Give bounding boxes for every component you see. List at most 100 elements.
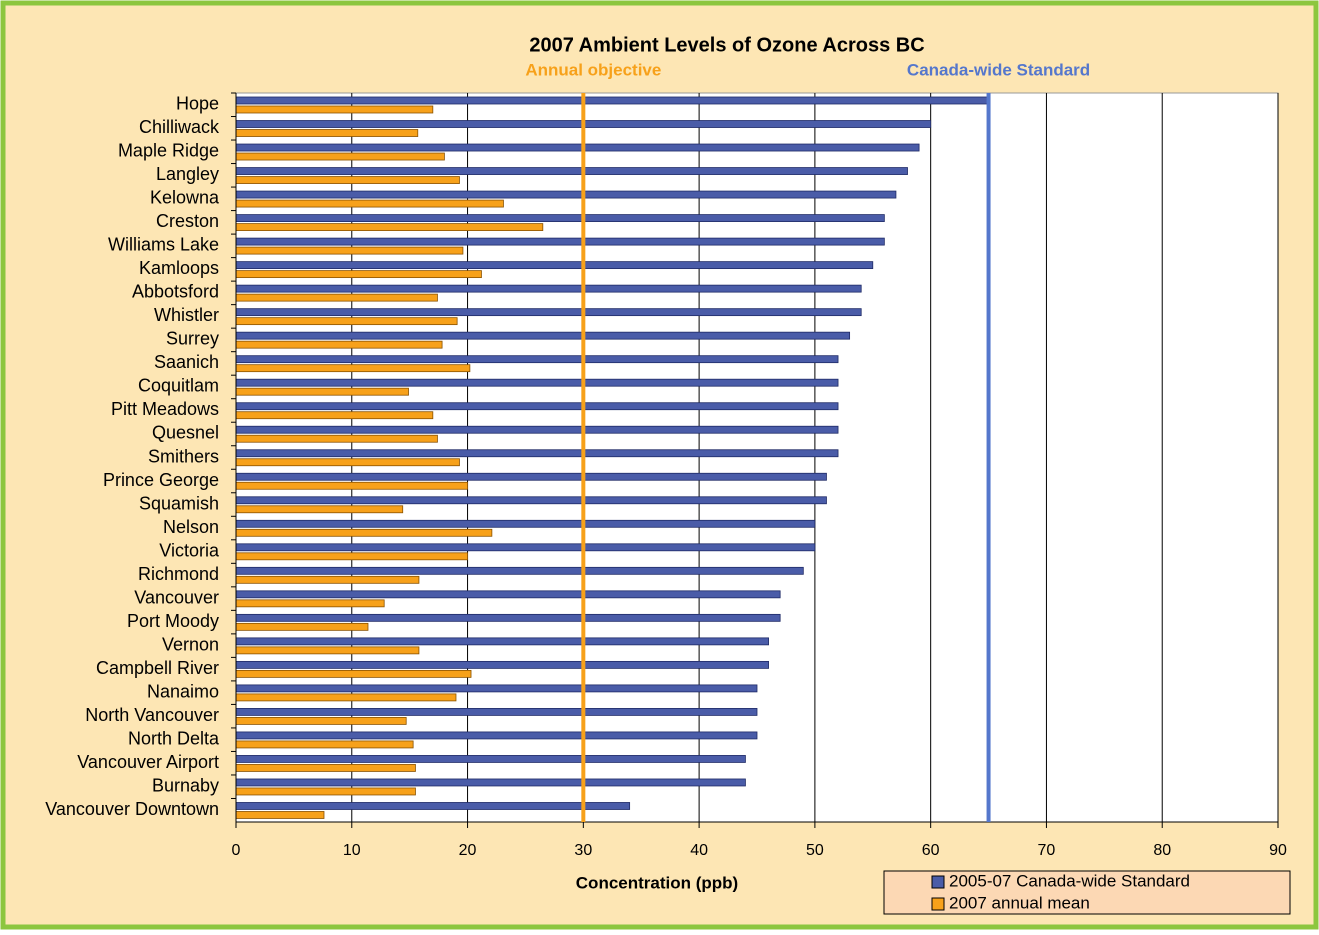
bar: [235, 308, 862, 317]
bar: [235, 543, 816, 552]
y-tick-label: Pitt Meadows: [111, 399, 219, 419]
x-tick-label: 30: [574, 842, 592, 859]
bar: [235, 190, 897, 199]
x-tick-label: 50: [806, 842, 824, 859]
bar: [235, 693, 457, 702]
x-tick-label: 80: [1153, 842, 1171, 859]
bar: [235, 552, 468, 561]
reference-label: Annual objective: [525, 60, 661, 79]
bar: [235, 129, 419, 137]
bar: [235, 402, 839, 411]
y-tick-label: Langley: [156, 164, 219, 184]
bar: [235, 105, 434, 114]
x-tick-label: 20: [459, 842, 477, 859]
y-tick-label: Burnaby: [152, 775, 219, 795]
legend-swatch: [931, 897, 945, 911]
y-tick-label: Saanich: [154, 352, 219, 372]
x-tick-label: 10: [343, 842, 361, 859]
x-tick-label: 0: [232, 842, 241, 859]
bar: [235, 223, 544, 231]
bar: [235, 646, 420, 655]
legend-label: 2005-07 Canada-wide Standard: [949, 871, 1190, 890]
y-tick-label: Squamish: [139, 493, 219, 513]
bar: [235, 684, 758, 693]
bar: [235, 811, 325, 819]
y-tick-label: Prince George: [103, 470, 219, 490]
bar: [235, 458, 460, 467]
bar: [235, 787, 416, 796]
y-tick-label: Maple Ridge: [118, 141, 219, 161]
reference-label: Canada-wide Standard: [907, 60, 1090, 79]
y-tick-label: Quesnel: [152, 423, 219, 443]
bar: [235, 496, 827, 505]
bar: [235, 472, 827, 481]
bar: [235, 575, 420, 584]
y-tick-label: Campbell River: [96, 658, 219, 678]
y-tick-label: Vancouver Downtown: [45, 799, 219, 819]
y-tick-label: Kamloops: [139, 258, 219, 278]
bar: [235, 317, 458, 326]
y-tick-label: North Vancouver: [85, 705, 219, 725]
x-axis-label: Concentration (ppb): [576, 873, 738, 892]
bar: [235, 481, 468, 490]
bar: [235, 378, 839, 387]
bar: [235, 293, 438, 302]
bar: [235, 755, 746, 763]
bar: [235, 708, 758, 716]
legend-swatch: [931, 875, 945, 889]
bar: [235, 176, 460, 184]
bar: [235, 764, 416, 772]
bar: [235, 199, 504, 208]
bar: [235, 740, 414, 749]
bar: [235, 449, 839, 458]
chart-title: 2007 Ambient Levels of Ozone Across BC: [529, 34, 924, 56]
bar: [235, 167, 908, 175]
bar: [235, 613, 781, 622]
y-tick-label: Williams Lake: [108, 235, 219, 255]
bar: [235, 270, 482, 279]
y-tick-label: Chilliwack: [139, 117, 220, 137]
bar: [235, 214, 885, 222]
y-tick-label: Nelson: [163, 517, 219, 537]
bar: [235, 802, 631, 810]
bar: [235, 411, 434, 420]
legend-box: [883, 870, 1291, 915]
y-tick-label: Hope: [176, 94, 219, 114]
y-tick-label: Vancouver Airport: [77, 752, 219, 772]
bar: [235, 637, 769, 646]
y-tick-label: Port Moody: [127, 611, 219, 631]
y-tick-label: Richmond: [138, 564, 219, 584]
bar: [235, 599, 385, 608]
y-tick-label: Vancouver: [134, 587, 219, 607]
x-tick-label: 70: [1038, 842, 1056, 859]
bar: [235, 590, 781, 599]
bar: [235, 387, 409, 396]
y-tick-label: Surrey: [166, 329, 219, 349]
y-tick-label: Creston: [156, 211, 219, 231]
x-tick-label: 60: [922, 842, 940, 859]
bar: [235, 528, 493, 537]
bar: [235, 519, 816, 528]
bar: [235, 660, 769, 669]
bar: [235, 505, 404, 514]
bar: [235, 340, 443, 349]
bar: [235, 331, 851, 340]
x-tick-label: 40: [690, 842, 708, 859]
bar: [235, 425, 839, 434]
bar: [235, 237, 885, 246]
y-tick-label: Whistler: [154, 305, 219, 325]
bar: [235, 261, 874, 270]
bar: [235, 152, 445, 161]
y-tick-label: Victoria: [159, 540, 220, 560]
bar: [235, 143, 920, 152]
y-tick-label: Kelowna: [150, 188, 220, 208]
y-tick-label: Abbotsford: [132, 282, 219, 302]
y-tick-label: Vernon: [162, 634, 219, 654]
bar: [235, 717, 407, 725]
bar: [235, 622, 369, 631]
y-tick-label: Nanaimo: [147, 681, 219, 701]
bar: [235, 96, 989, 105]
bar: [235, 284, 862, 293]
bar: [235, 731, 758, 740]
